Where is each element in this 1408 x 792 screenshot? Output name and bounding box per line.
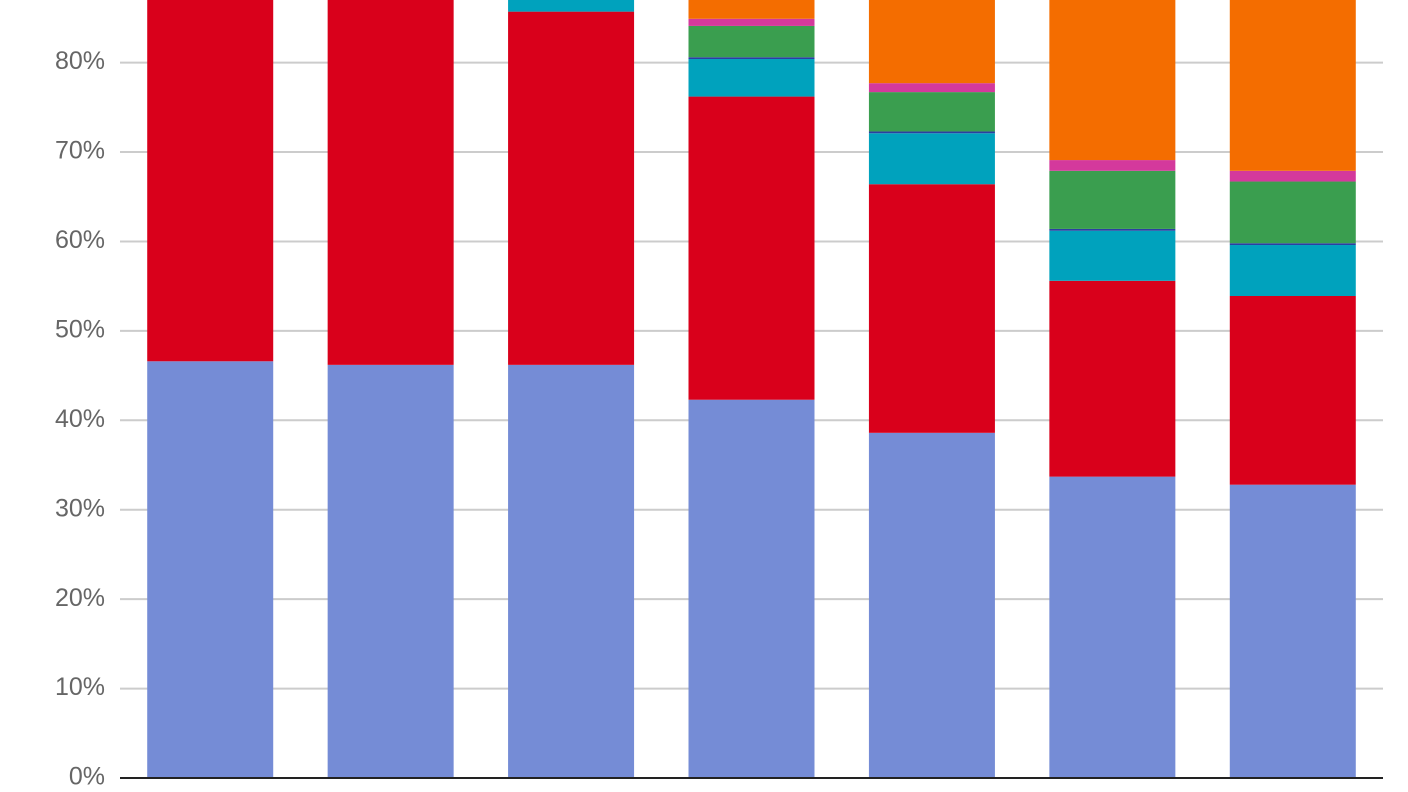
bar-segment: [1049, 160, 1176, 171]
bar-segment: [508, 0, 635, 12]
bar-segment: [688, 57, 815, 60]
bar-segment: [688, 59, 815, 97]
bar-segment: [688, 25, 815, 58]
y-tick-label: 60%: [55, 226, 105, 254]
bar-segment: [1229, 243, 1356, 246]
bar-segment: [1229, 170, 1356, 182]
bar-segment: [1229, 484, 1356, 778]
bar-segment: [688, 399, 815, 778]
y-tick-label: 30%: [55, 494, 105, 522]
bar-segment: [688, 0, 815, 19]
bar-segment: [1049, 170, 1176, 229]
bar-segment: [868, 133, 995, 185]
y-tick-label: 40%: [55, 405, 105, 433]
bar-segment: [1049, 228, 1176, 231]
bar-segment: [688, 18, 815, 26]
y-tick-label: 80%: [55, 47, 105, 75]
bar-segment: [1229, 181, 1356, 244]
bar-segment: [868, 0, 995, 84]
bar-segment: [1229, 295, 1356, 485]
bar-segment: [868, 432, 995, 778]
bar-segment: [868, 131, 995, 134]
bar-segment: [868, 92, 995, 132]
y-tick-label: 70%: [55, 137, 105, 165]
bar-segment: [1049, 0, 1176, 161]
bar-segment: [1229, 245, 1356, 296]
bar-segment: [688, 96, 815, 400]
bar-segment: [1049, 280, 1176, 477]
bar-segment: [868, 184, 995, 433]
y-tick-label: 0%: [69, 763, 105, 791]
bar-segment: [1049, 476, 1176, 778]
bar-segment: [868, 83, 995, 93]
y-tick-label: 20%: [55, 584, 105, 612]
bar-segment: [1229, 0, 1356, 171]
bar-segment: [508, 364, 635, 778]
bar-segment: [147, 361, 274, 778]
bar-segment: [1049, 230, 1176, 281]
bar-segment: [508, 11, 635, 365]
y-tick-label: 50%: [55, 315, 105, 343]
bar-segment: [327, 0, 454, 365]
y-tick-label: 10%: [55, 673, 105, 701]
bar-segment: [327, 364, 454, 778]
bar-segment: [147, 0, 274, 362]
